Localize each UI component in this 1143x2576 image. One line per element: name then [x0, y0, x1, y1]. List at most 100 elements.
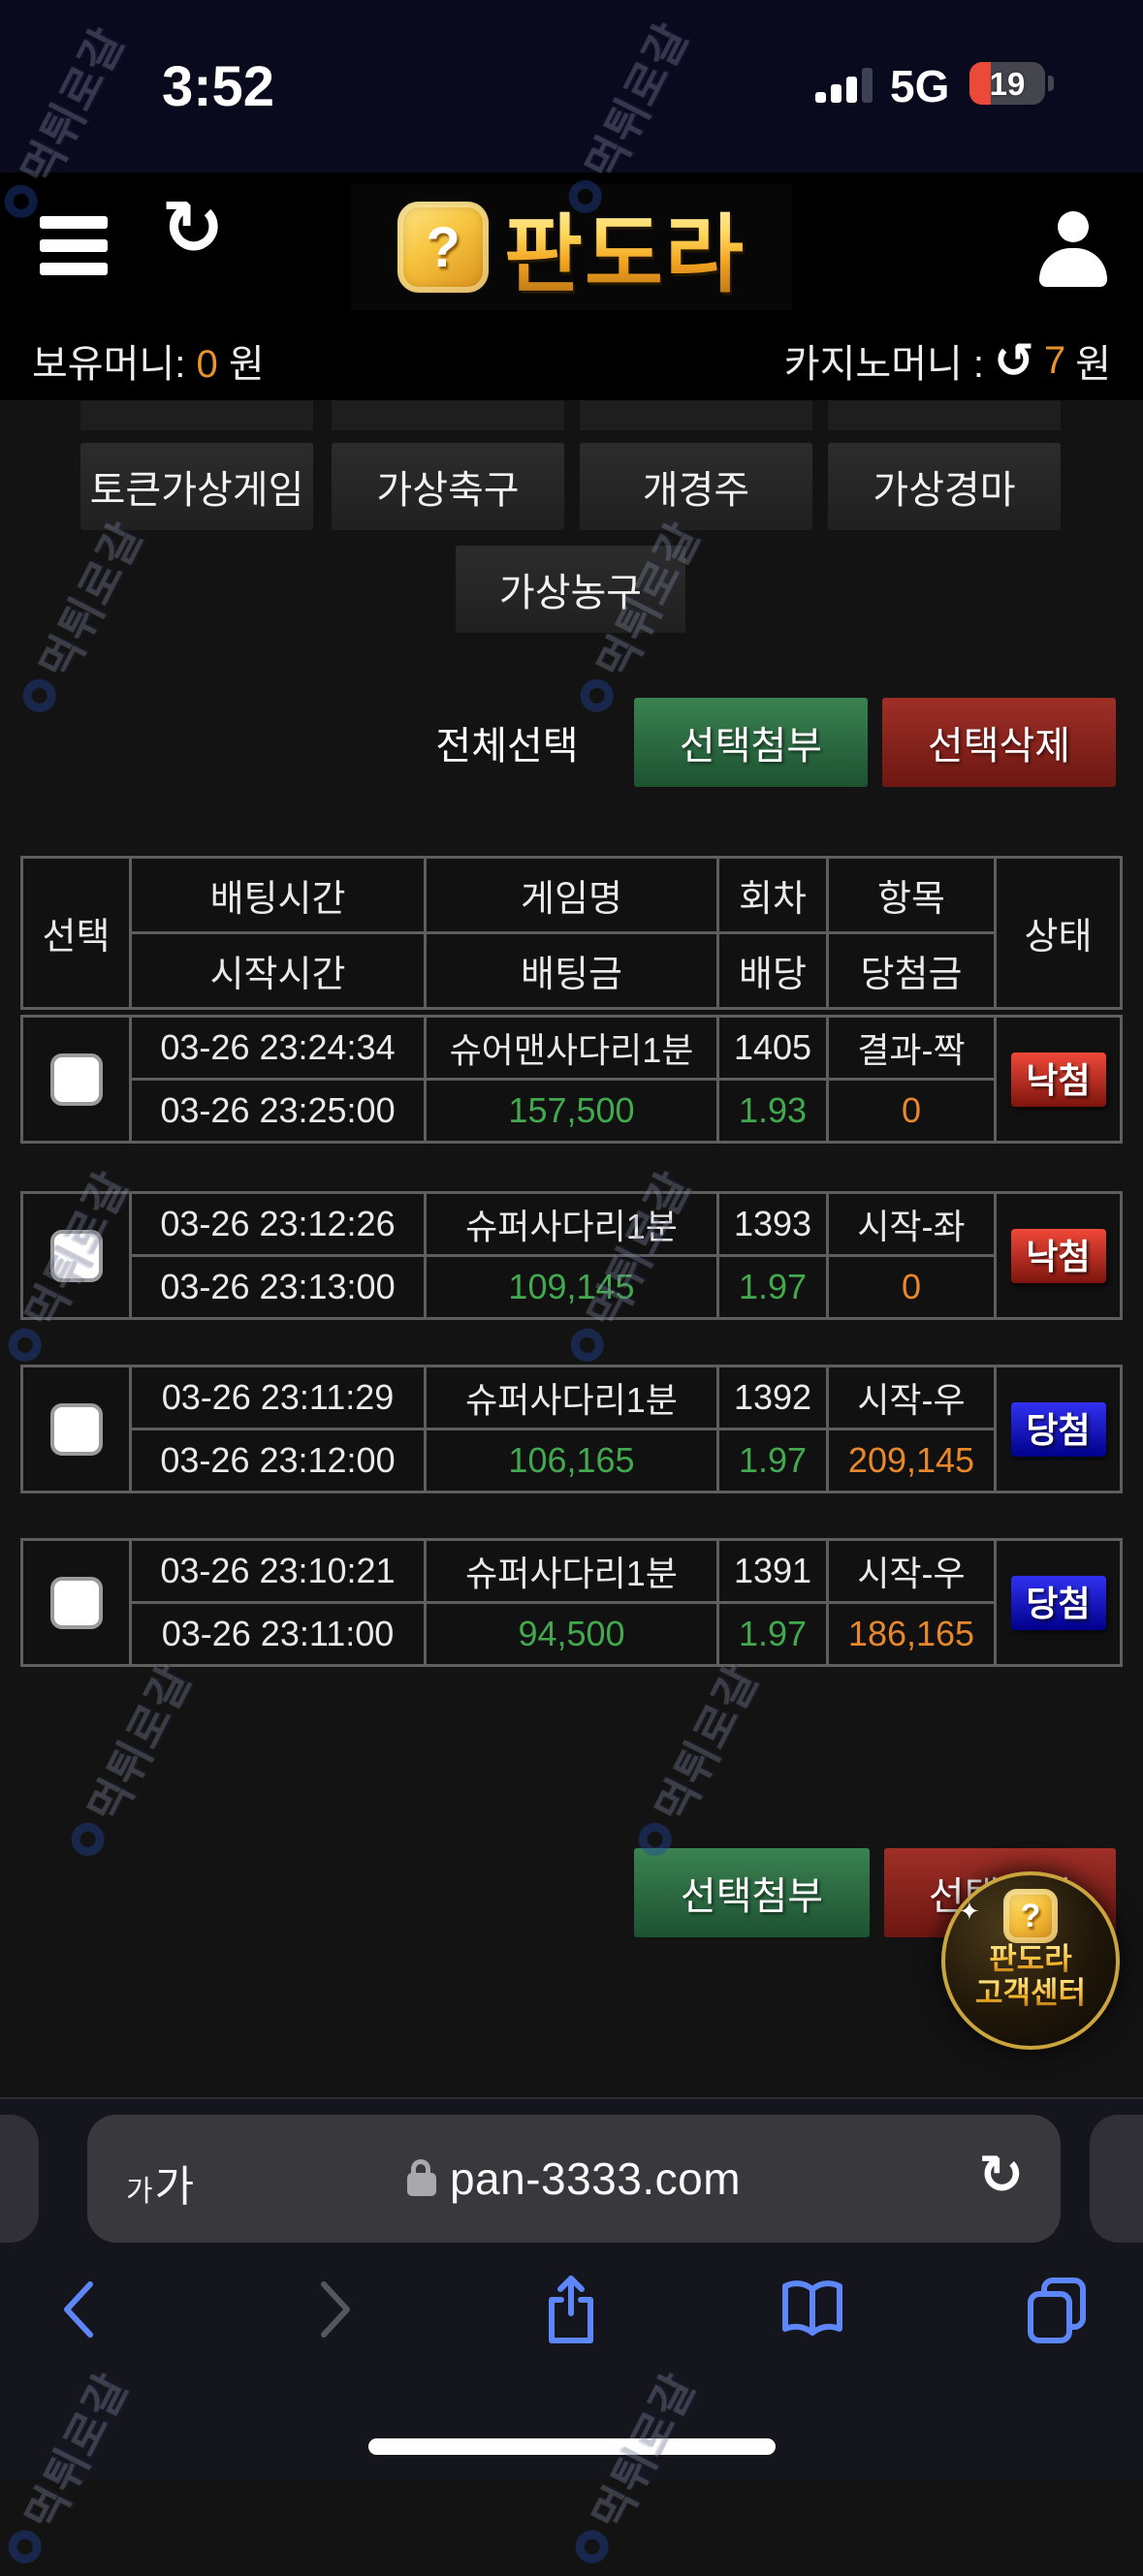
round-cell: 1393 [716, 1191, 829, 1257]
round-cell: 1392 [716, 1365, 829, 1430]
status-badge: 당첨 [1010, 1401, 1106, 1457]
status-cell: 낙첨 [994, 1015, 1123, 1144]
round-cell: 1405 [716, 1015, 829, 1081]
odds-cell: 1.97 [716, 1428, 829, 1493]
header-start-time: 시작시간 [129, 931, 427, 1010]
game-button[interactable]: 가상축구 [332, 443, 564, 530]
watermark: 먹튀로갈 [52, 1653, 205, 1869]
network-type-label: 5G [890, 61, 950, 111]
header-odds: 배당 [716, 931, 829, 1010]
bet-row-select-cell [20, 1191, 132, 1320]
casino-money-refresh-icon[interactable]: ↺ [994, 333, 1034, 388]
game-button[interactable]: 가상경마 [828, 443, 1061, 530]
status-time: 3:52 [161, 55, 275, 118]
battery-nub [1048, 76, 1054, 91]
bet-row-table: 03-26 23:24:34 슈어맨사다리1분 1405 결과-짝 낙첨 03-26 23… [20, 1015, 1123, 1144]
game-button-virtual-basketball[interactable]: 가상농구 [456, 546, 685, 633]
bookmarks-icon[interactable] [776, 2268, 849, 2351]
share-icon[interactable] [534, 2268, 608, 2351]
game-name-cell: 슈퍼사다리1분 [424, 1191, 719, 1257]
page-refresh-icon[interactable]: ↻ [161, 185, 225, 270]
next-tab-fragment[interactable] [1090, 2115, 1143, 2243]
bet-history-header: 선택 배팅시간 게임명 회차 항목 상태 시작시간 배팅금 배당 당첨금 [20, 856, 1123, 1010]
status-cell: 당첨 [994, 1538, 1123, 1667]
bet-row-checkbox[interactable] [49, 1402, 103, 1456]
odds-cell: 1.93 [716, 1078, 829, 1144]
select-all-label[interactable]: 전체선택 [435, 725, 579, 768]
odds-cell: 1.97 [716, 1601, 829, 1667]
game-button[interactable]: 토큰가상게임 [80, 443, 313, 530]
watermark-logo-icon [2, 2524, 48, 2569]
menu-icon[interactable] [40, 216, 108, 275]
watermark-logo-icon [2, 1322, 48, 1367]
start-time-cell: 03-26 23:13:00 [129, 1254, 427, 1320]
header-select: 선택 [20, 856, 132, 1010]
game-button-stub[interactable] [580, 400, 812, 430]
game-name-cell: 슈퍼사다리1분 [424, 1538, 719, 1604]
pick-cell: 결과-짝 [826, 1015, 997, 1081]
status-badge: 당첨 [1010, 1575, 1106, 1630]
start-time-cell: 03-26 23:25:00 [129, 1078, 427, 1144]
sparkle-icon: ✦ [959, 1897, 980, 1926]
support-line2: 고객센터 [974, 1975, 1087, 2010]
own-money: 보유머니: 0 원 [32, 343, 265, 386]
watermark-logo-icon [16, 673, 62, 718]
win-amount-cell: 209,145 [826, 1428, 997, 1493]
bet-row-select-cell [20, 1538, 132, 1667]
address-refresh-icon[interactable]: ↻ [978, 2144, 1024, 2205]
attach-selected-button[interactable]: 선택첨부 [634, 698, 868, 787]
battery-percent: 19 [989, 66, 1026, 102]
back-icon[interactable] [44, 2268, 117, 2351]
support-coin-icon: ? [1003, 1889, 1058, 1943]
game-button-stub[interactable] [828, 400, 1061, 430]
bet-row-checkbox[interactable] [49, 1229, 103, 1282]
bet-time-cell: 03-26 23:10:21 [129, 1538, 427, 1604]
logo-text: 판도라 [504, 186, 746, 309]
site-logo[interactable]: ? 판도라 [351, 184, 792, 310]
bet-row-table: 03-26 23:12:26 슈퍼사다리1분 1393 시작-좌 낙첨 03-26 23:… [20, 1191, 1123, 1320]
bet-time-cell: 03-26 23:12:26 [129, 1191, 427, 1257]
header-status: 상태 [994, 856, 1123, 1010]
forward-icon[interactable] [297, 2268, 370, 2351]
tabs-icon[interactable] [1019, 2268, 1093, 2351]
bet-row-checkbox[interactable] [49, 1576, 103, 1629]
pick-cell: 시작-우 [826, 1538, 997, 1604]
watermark: 먹튀로갈 [619, 1653, 772, 1869]
game-name-cell: 슈퍼사다리1분 [424, 1365, 719, 1430]
logo-coin-icon: ? [397, 202, 490, 293]
previous-tab-fragment[interactable] [0, 2115, 39, 2243]
bet-row-checkbox[interactable] [49, 1052, 103, 1106]
game-button-stub[interactable] [332, 400, 564, 430]
win-amount-cell: 0 [826, 1078, 997, 1144]
bet-amount-cell: 109,145 [424, 1254, 719, 1320]
bet-row-table: 03-26 23:11:29 슈퍼사다리1분 1392 시작-우 당첨 03-26 23:… [20, 1365, 1123, 1493]
pick-cell: 시작-우 [826, 1365, 997, 1430]
status-bar: 3:52 5G 19 [0, 0, 1143, 174]
bet-row-select-cell [20, 1365, 132, 1493]
game-button[interactable]: 개경주 [580, 443, 812, 530]
delete-selected-button[interactable]: 선택삭제 [882, 698, 1116, 787]
start-time-cell: 03-26 23:12:00 [129, 1428, 427, 1493]
status-badge: 낙첨 [1010, 1228, 1106, 1283]
profile-icon[interactable] [1037, 211, 1109, 289]
start-time-cell: 03-26 23:11:00 [129, 1601, 427, 1667]
header-amount: 배팅금 [424, 931, 719, 1010]
header-round: 회차 [716, 856, 829, 934]
watermark-logo-icon [569, 2524, 615, 2569]
game-button-stub[interactable] [80, 400, 313, 430]
watermark-text: 먹튀로갈 [30, 514, 152, 687]
app-header: ↻ ? 판도라 보유머니: 0 원 카지노머니 : ↺ 7 원 [0, 173, 1143, 400]
watermark: 먹튀로갈 [4, 510, 156, 725]
home-indicator[interactable] [368, 2438, 776, 2455]
battery-icon: 19 [969, 62, 1045, 105]
attach-selected-button-bottom[interactable]: 선택첨부 [634, 1848, 870, 1937]
watermark-logo-icon [564, 1322, 610, 1367]
casino-money: 카지노머니 : ↺ 7 원 [783, 333, 1111, 388]
round-cell: 1391 [716, 1538, 829, 1604]
header-game: 게임명 [424, 856, 719, 934]
customer-center-badge[interactable]: ✦ ? 판도라 고객센터 [941, 1871, 1120, 2050]
bet-row-table: 03-26 23:10:21 슈퍼사다리1분 1391 시작-우 당첨 03-26 23:… [20, 1538, 1123, 1667]
bet-amount-cell: 106,165 [424, 1428, 719, 1493]
